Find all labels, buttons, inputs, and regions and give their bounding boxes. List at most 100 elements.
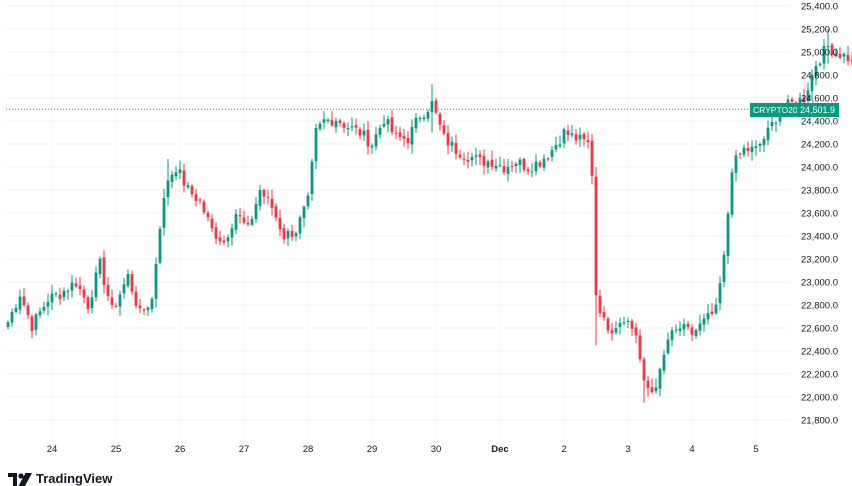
candle-body xyxy=(118,294,122,307)
candle xyxy=(542,154,546,171)
candle-body xyxy=(282,228,286,240)
candlestick-chart[interactable]: 21,800.0 22,000.0 22,200.0 22,400.0 22,600.0… xyxy=(0,0,852,470)
candle-body xyxy=(166,180,170,198)
candle-body xyxy=(690,327,694,335)
price-tick-label: 21,800.0 xyxy=(801,416,838,427)
candle-body xyxy=(342,123,346,128)
time-tick-label: 24 xyxy=(47,444,58,455)
candle-body xyxy=(570,133,574,136)
candle xyxy=(254,197,258,223)
candle-body xyxy=(418,118,422,120)
candle xyxy=(394,126,398,140)
candle xyxy=(246,215,250,227)
candle xyxy=(74,277,78,289)
candle-body xyxy=(662,354,666,371)
candle-body xyxy=(610,329,614,334)
candle xyxy=(122,278,126,299)
candle-body xyxy=(602,311,606,318)
candle xyxy=(98,256,102,279)
candle-body xyxy=(310,161,314,195)
candle xyxy=(134,285,138,309)
candle-body xyxy=(226,237,230,242)
candle-body xyxy=(218,237,222,242)
candle xyxy=(838,47,842,60)
candle-body xyxy=(10,311,14,323)
candle xyxy=(218,230,222,246)
candle-body xyxy=(458,154,462,158)
candle xyxy=(142,308,146,315)
chart-area[interactable]: 21,800.0 22,000.0 22,200.0 22,400.0 22,600.0… xyxy=(0,0,852,470)
candle xyxy=(638,329,642,363)
candle xyxy=(746,141,750,157)
candle-body xyxy=(390,117,394,133)
candle-body xyxy=(430,101,434,112)
candle xyxy=(26,302,30,320)
time-tick-label: 5 xyxy=(753,444,758,455)
candle xyxy=(342,121,346,133)
candle xyxy=(754,139,758,156)
candle-body xyxy=(478,154,482,157)
price-tick-label: 23,400.0 xyxy=(801,232,838,243)
candle xyxy=(54,291,58,297)
candle xyxy=(766,120,770,146)
candle xyxy=(338,118,342,127)
candle-body xyxy=(438,113,442,125)
tradingview-logo[interactable]: TradingView xyxy=(8,472,112,486)
candle-body xyxy=(322,119,326,123)
candle xyxy=(318,121,322,131)
candle-body xyxy=(330,120,334,126)
candle xyxy=(626,317,630,329)
candle xyxy=(150,296,154,313)
candle xyxy=(562,127,566,148)
candle-body xyxy=(630,320,634,329)
candle-body xyxy=(198,199,202,201)
candle xyxy=(330,111,334,127)
candle xyxy=(478,150,482,166)
candle-body xyxy=(266,196,270,198)
candle xyxy=(202,199,206,215)
candle-body xyxy=(822,46,826,64)
candle xyxy=(170,171,174,189)
candle-body xyxy=(74,283,78,287)
candle xyxy=(742,144,746,158)
candle-body xyxy=(50,293,54,303)
last-price-badge: 24,501.9 xyxy=(797,103,840,117)
candle xyxy=(630,318,634,337)
candle xyxy=(434,97,438,115)
candle xyxy=(422,114,426,122)
candle-body xyxy=(110,297,114,305)
time-tick-label: 30 xyxy=(431,444,442,455)
candle xyxy=(186,182,190,190)
candle xyxy=(178,160,182,179)
tradingview-logo-icon xyxy=(8,472,32,486)
candle xyxy=(238,207,242,224)
candle-body xyxy=(534,161,538,172)
price-tick-label: 24,600.0 xyxy=(801,94,838,105)
candle-body xyxy=(394,132,398,134)
candle xyxy=(46,293,50,316)
candle-body xyxy=(658,368,662,389)
candle xyxy=(118,290,122,316)
candle xyxy=(714,297,718,315)
candle xyxy=(258,184,262,211)
candle xyxy=(586,131,590,149)
candle xyxy=(538,160,542,169)
candle xyxy=(846,45,850,66)
candle-body xyxy=(6,322,10,327)
candle-body xyxy=(30,316,34,332)
time-axis: 24 25 26 27 28 29 30 Dec 2 3 4 5 xyxy=(47,444,759,455)
candle-body xyxy=(462,158,466,160)
candle-body xyxy=(362,130,366,136)
candle xyxy=(114,302,118,308)
candle-body xyxy=(686,323,690,327)
candle-body xyxy=(618,322,622,327)
candle-body xyxy=(94,272,98,298)
candle-body xyxy=(510,165,514,167)
candle xyxy=(730,168,734,218)
candle xyxy=(102,250,106,294)
candle-body xyxy=(830,44,834,56)
candle xyxy=(842,52,846,64)
candle-body xyxy=(378,127,382,135)
candle xyxy=(382,115,386,128)
candle xyxy=(670,327,674,347)
